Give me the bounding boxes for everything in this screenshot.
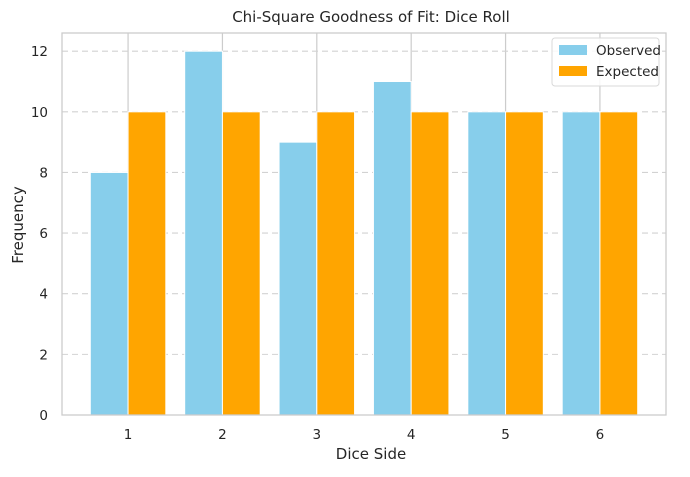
x-axis-label: Dice Side (336, 445, 406, 463)
y-tick-label: 8 (39, 165, 48, 181)
bar-expected-1 (127, 111, 167, 416)
bar-observed-5 (467, 111, 507, 416)
bar-observed-2 (184, 50, 223, 416)
bar-observed-6 (561, 111, 601, 416)
y-tick-label: 0 (39, 408, 48, 424)
legend-swatch-observed (559, 45, 587, 55)
x-tick-label: 1 (124, 427, 133, 443)
bar-expected-2 (221, 111, 261, 416)
y-tick-label: 10 (31, 105, 48, 121)
y-axis-label: Frequency (9, 186, 27, 264)
legend-label-observed: Observed (596, 43, 661, 59)
y-tick-label: 4 (39, 287, 48, 303)
x-tick-label: 5 (501, 427, 510, 443)
bar-expected-4 (410, 111, 450, 416)
x-tick-label: 3 (313, 427, 322, 443)
legend: Observed Expected (551, 37, 661, 87)
x-tick-label: 2 (218, 427, 227, 443)
bar-expected-5 (505, 111, 544, 416)
bar-observed-3 (278, 141, 318, 416)
y-tick-label: 12 (31, 44, 48, 60)
chart-title: Chi-Square Goodness of Fit: Dice Roll (232, 8, 510, 26)
x-tick-label: 4 (407, 427, 416, 443)
axes-layer (61, 32, 667, 416)
y-tick-label: 2 (39, 347, 48, 363)
legend-label-expected: Expected (596, 64, 659, 80)
bar-observed-1 (89, 171, 129, 416)
bar-expected-6 (599, 111, 639, 416)
legend-swatch-expected (559, 66, 587, 76)
x-tick-label: 6 (596, 427, 605, 443)
bar-expected-3 (316, 111, 356, 416)
plot-frame (61, 32, 667, 416)
y-tick-label: 6 (39, 226, 48, 242)
bars-layer (89, 50, 639, 416)
bar-observed-4 (372, 81, 412, 416)
